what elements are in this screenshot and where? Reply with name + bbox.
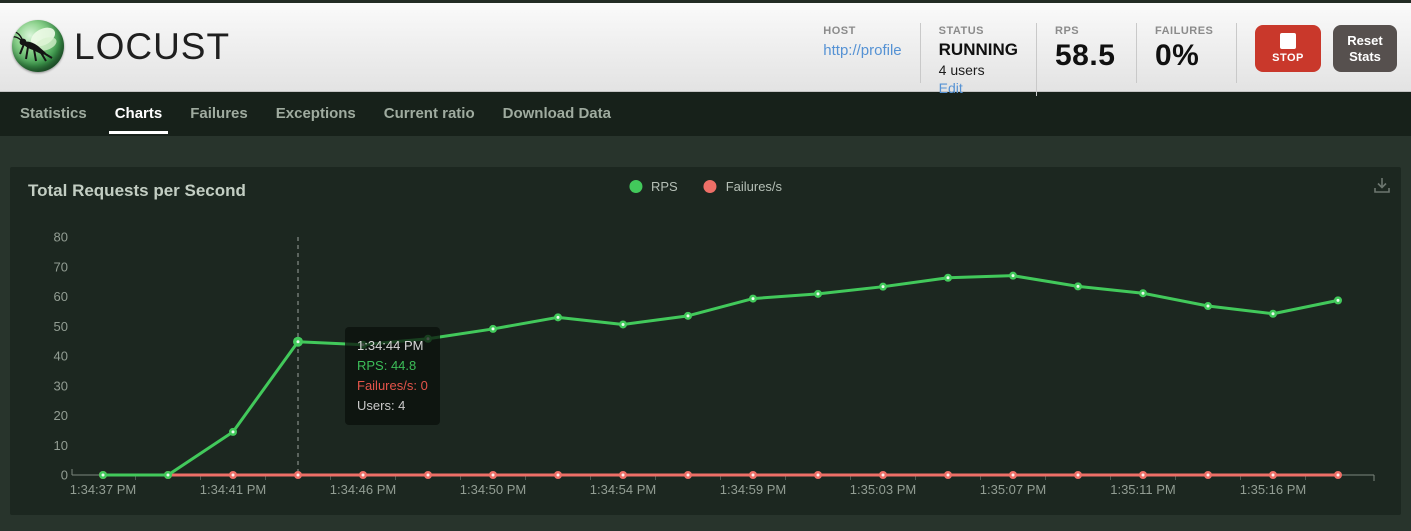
tooltip-time: 1:34:44 PM	[357, 338, 424, 353]
failures-label: FAILURES	[1155, 25, 1214, 37]
svg-text:1:35:11 PM: 1:35:11 PM	[1110, 482, 1176, 497]
header: LOCUST HOST http://profile STATUS RUNNIN…	[0, 3, 1411, 96]
rps-label: RPS	[1055, 25, 1080, 37]
svg-text:1:34:54 PM: 1:34:54 PM	[590, 482, 657, 497]
rps-chart-panel: Total Requests per Second RPS Failures/s…	[10, 167, 1401, 515]
chart-tooltip: 1:34:44 PM RPS: 44.8 Failures/s: 0 Users…	[345, 327, 440, 425]
legend-item-failures[interactable]: Failures/s	[703, 179, 783, 194]
tooltip-users: Users: 4	[357, 398, 406, 413]
rps-legend-label: RPS	[650, 179, 678, 194]
tooltip-failures: Failures/s: 0	[357, 378, 428, 393]
svg-text:10: 10	[54, 438, 68, 453]
svg-text:80: 80	[54, 230, 68, 245]
svg-text:1:34:46 PM: 1:34:46 PM	[330, 482, 397, 497]
charts-page: Total Requests per Second RPS Failures/s…	[0, 136, 1411, 531]
status-users: 4 users	[938, 62, 985, 78]
svg-text:1:34:59 PM: 1:34:59 PM	[720, 482, 787, 497]
status-label: STATUS	[938, 25, 985, 37]
svg-text:60: 60	[54, 289, 68, 304]
main-nav: Statistics Charts Failures Exceptions Cu…	[0, 92, 1411, 136]
stop-square-icon	[1280, 33, 1296, 49]
status-box: STATUS RUNNING 4 users Edit	[921, 23, 1037, 96]
header-stats: HOST http://profile STATUS RUNNING 4 use…	[805, 3, 1411, 96]
svg-text:70: 70	[54, 259, 68, 274]
svg-text:1:35:07 PM: 1:35:07 PM	[980, 482, 1047, 497]
host-label: HOST	[823, 25, 856, 37]
stop-button[interactable]: STOP	[1255, 25, 1321, 72]
chart-legend: RPS Failures/s	[628, 179, 783, 194]
tab-exceptions[interactable]: Exceptions	[275, 105, 356, 122]
tab-failures[interactable]: Failures	[190, 105, 248, 122]
brand: LOCUST	[0, 3, 230, 72]
tab-download-data[interactable]: Download Data	[502, 105, 611, 122]
download-chart-icon[interactable]	[1371, 175, 1393, 197]
status-value: RUNNING	[938, 40, 1018, 59]
failures-box: FAILURES 0%	[1137, 23, 1237, 83]
rps-line-chart[interactable]: 0 10 20 30 40 50 60 70 80 1:34:37 PM 1:34:41 PM 1:3…	[10, 167, 1401, 515]
rps-value: 58.5	[1055, 39, 1116, 72]
host-link[interactable]: http://profile	[823, 42, 902, 59]
tab-statistics[interactable]: Statistics	[20, 105, 87, 122]
locust-logo-icon	[12, 20, 64, 72]
stop-button-label: STOP	[1272, 52, 1304, 64]
failures-legend-dot-icon	[703, 180, 717, 193]
tooltip-rps: RPS: 44.8	[357, 358, 417, 373]
svg-text:50: 50	[54, 319, 68, 334]
reset-stats-button[interactable]: Reset Stats	[1333, 25, 1397, 72]
app-title: LOCUST	[74, 26, 231, 67]
tab-charts[interactable]: Charts	[101, 92, 177, 136]
rps-box: RPS 58.5	[1037, 23, 1137, 83]
svg-text:1:34:37 PM: 1:34:37 PM	[70, 482, 137, 497]
window-top-strip	[0, 0, 1411, 3]
svg-text:1:35:03 PM: 1:35:03 PM	[850, 482, 917, 497]
failures-value: 0%	[1155, 39, 1200, 72]
svg-text:1:34:41 PM: 1:34:41 PM	[200, 482, 267, 497]
chart-title: Total Requests per Second	[28, 181, 246, 200]
failures-legend-label: Failures/s	[725, 179, 783, 194]
header-buttons: STOP Reset Stats	[1255, 25, 1397, 72]
tab-current-ratio[interactable]: Current ratio	[383, 105, 475, 122]
svg-text:0: 0	[61, 468, 68, 483]
edit-users-link[interactable]: Edit	[938, 80, 963, 96]
svg-text:20: 20	[54, 408, 68, 423]
legend-item-rps[interactable]: RPS	[628, 179, 678, 194]
host-box: HOST http://profile	[805, 23, 921, 83]
svg-text:1:34:50 PM: 1:34:50 PM	[460, 482, 527, 497]
svg-text:40: 40	[54, 349, 68, 364]
svg-text:1:35:16 PM: 1:35:16 PM	[1240, 482, 1307, 497]
rps-legend-dot-icon	[628, 180, 642, 193]
svg-text:30: 30	[54, 378, 68, 393]
